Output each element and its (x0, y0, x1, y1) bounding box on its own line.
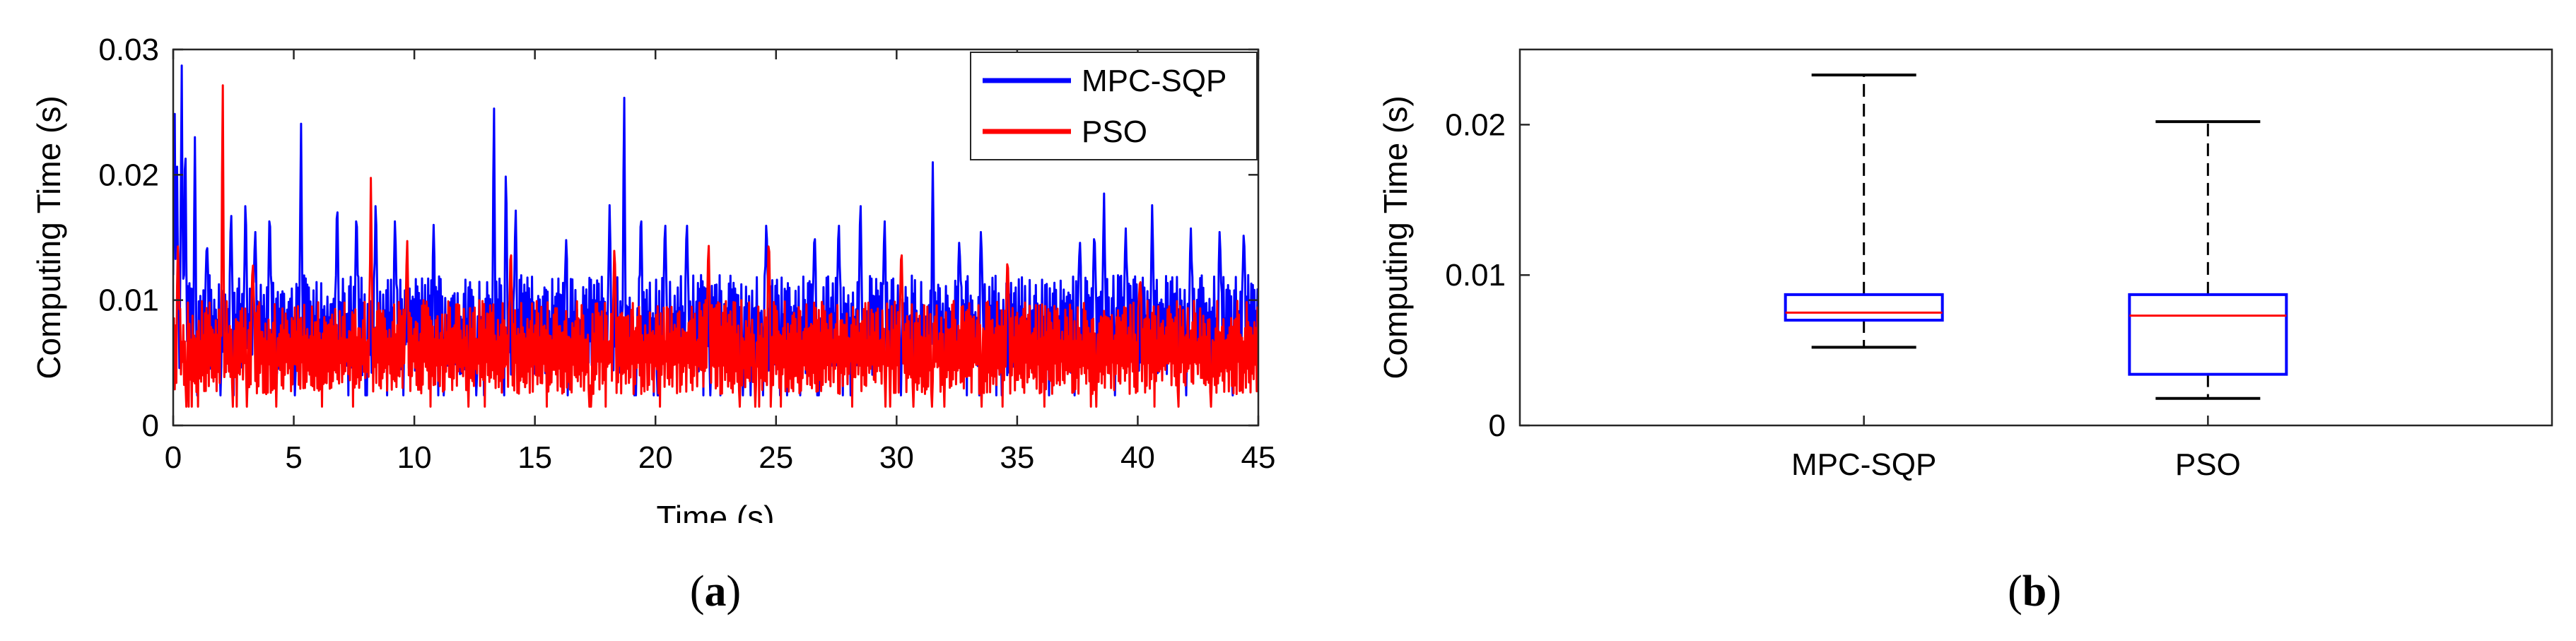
y-tick-label: 0.02 (98, 158, 159, 192)
panel-a-ticks: 0 5 10 15 20 25 30 35 40 45 0 0.01 0.02 0.03 (98, 33, 1275, 475)
caption-b: (b) (2008, 568, 2061, 616)
x-tick-label: 30 (879, 440, 914, 475)
x-tick-label: 45 (1241, 440, 1276, 475)
box-mpc-sqp (1784, 293, 1944, 322)
legend-label-pso: PSO (1082, 114, 1147, 149)
panel-b-ylabel: Computing Time (s) (1377, 95, 1414, 379)
y-tick-label: 0.01 (98, 283, 159, 318)
x-tick-label: 0 (165, 440, 182, 475)
panel-b-ticks: MPC-SQP PSO 0 0.01 0.02 (1445, 107, 2240, 482)
x-tick-label: 5 (285, 440, 302, 475)
caption-a: (a) (690, 568, 741, 616)
panel-b-box-plot: MPC-SQP PSO 0 0.01 0.02 Computing Time (s) (1377, 48, 2553, 482)
panel-b-boxes (1784, 73, 2288, 400)
x-tick-label: 35 (1000, 440, 1034, 475)
panel-b-axes-box (1518, 48, 2553, 427)
legend-box (970, 52, 1258, 160)
panel-a-legend: MPC-SQP PSO (970, 52, 1258, 160)
y-tick-label: 0.03 (98, 33, 159, 67)
panel-a-ylabel: Computing Time (s) (30, 95, 67, 379)
category-label: PSO (2175, 447, 2241, 482)
legend-label-mpc-sqp: MPC-SQP (1082, 64, 1226, 98)
y-tick-label: 0 (142, 408, 159, 443)
y-tick-label: 0.01 (1445, 258, 1506, 293)
x-tick-label: 15 (517, 440, 552, 475)
x-tick-label: 10 (397, 440, 432, 475)
panel-a-axes-box (172, 48, 1260, 427)
category-label: MPC-SQP (1791, 447, 1936, 482)
series-line-pso (173, 84, 1258, 408)
panel-a-series-group (173, 64, 1258, 408)
y-tick-label: 0 (1489, 408, 1506, 443)
x-tick-label: 40 (1120, 440, 1155, 475)
panel-a-label-mask (0, 523, 1343, 565)
panel-a-time-series: 0 5 10 15 20 25 30 35 40 45 0 0.01 0.02 0.03 Computin… (0, 33, 1343, 565)
y-tick-label: 0.02 (1445, 107, 1506, 142)
x-tick-label: 20 (638, 440, 673, 475)
x-tick-label: 25 (759, 440, 793, 475)
box-pso (2128, 293, 2288, 376)
